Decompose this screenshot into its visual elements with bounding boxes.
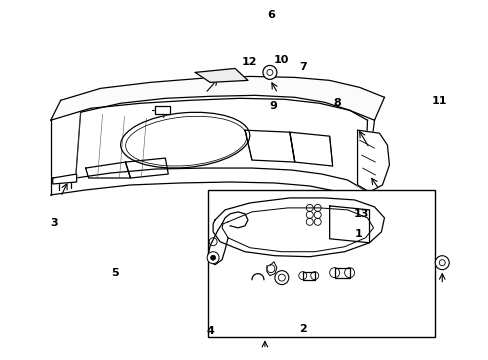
Text: 5: 5 <box>111 268 119 278</box>
Polygon shape <box>357 130 388 192</box>
Polygon shape <box>53 174 77 184</box>
Text: 1: 1 <box>354 229 362 239</box>
Text: 10: 10 <box>273 55 288 65</box>
Text: 4: 4 <box>206 325 214 336</box>
Polygon shape <box>85 162 130 178</box>
Text: 8: 8 <box>332 98 340 108</box>
Text: 11: 11 <box>431 96 446 106</box>
Text: 13: 13 <box>353 209 368 219</box>
Text: 12: 12 <box>241 57 257 67</box>
Polygon shape <box>125 158 168 178</box>
Text: 2: 2 <box>299 324 306 334</box>
Polygon shape <box>289 132 332 166</box>
Text: 7: 7 <box>299 62 306 72</box>
Polygon shape <box>213 198 384 257</box>
Text: 9: 9 <box>269 102 277 112</box>
Circle shape <box>263 66 276 80</box>
Polygon shape <box>51 76 384 120</box>
Text: 6: 6 <box>267 10 275 20</box>
Bar <box>208 190 434 337</box>
Polygon shape <box>195 68 247 82</box>
Polygon shape <box>266 262 276 276</box>
Text: 3: 3 <box>51 218 58 228</box>
Polygon shape <box>334 268 349 278</box>
Circle shape <box>207 252 219 264</box>
Circle shape <box>434 256 448 270</box>
Polygon shape <box>155 106 170 114</box>
Circle shape <box>210 255 215 260</box>
Circle shape <box>274 271 288 285</box>
Polygon shape <box>329 206 369 243</box>
Polygon shape <box>244 130 294 162</box>
Polygon shape <box>302 272 314 280</box>
